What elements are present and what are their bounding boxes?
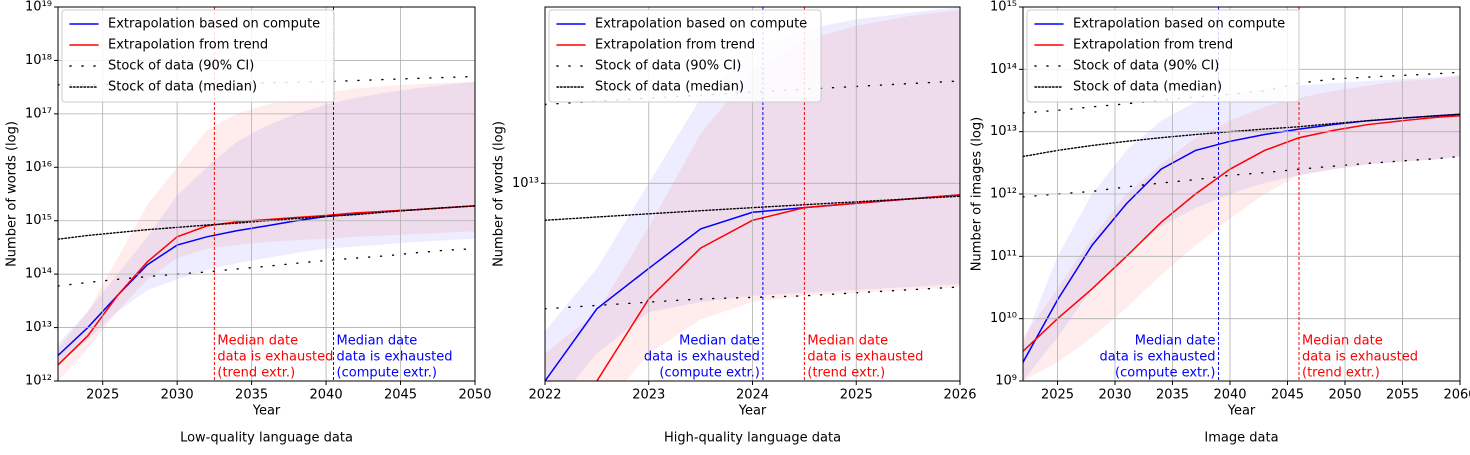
annotation-text: (trend extr.) — [1302, 366, 1380, 381]
annotation-text: Median date — [679, 334, 760, 349]
x-tick-label: 2025 — [840, 388, 873, 403]
x-tick-label: 2040 — [1213, 388, 1246, 403]
annotation-text: (compute extr.) — [1115, 366, 1215, 381]
y-tick-label: 10¹² — [990, 187, 1017, 202]
legend-box — [548, 9, 822, 103]
plot-frame — [1022, 6, 1461, 382]
y-tick-label: 10¹⁰ — [990, 311, 1017, 326]
annotation-text: (trend extr.) — [807, 366, 885, 381]
y-tick-label: 10¹³ — [990, 124, 1017, 139]
series-line — [58, 205, 475, 366]
x-tick-label: 2050 — [1328, 388, 1361, 403]
y-axis-label: Number of words (log) — [492, 121, 507, 267]
legend-label: Stock of data (median) — [595, 80, 744, 95]
annotation-text: Median date — [807, 334, 888, 349]
y-tick-label: 10¹⁴ — [25, 267, 52, 282]
plot-frame — [544, 6, 961, 382]
y-tick-label: 10¹² — [25, 374, 52, 389]
annotation-text: (trend extr.) — [217, 366, 295, 381]
legend-label: Extrapolation from trend — [108, 38, 268, 53]
annotation-text: data is exhausted — [807, 350, 923, 365]
y-tick-label: 10¹⁴ — [990, 62, 1017, 77]
annotation-text: Median date — [337, 334, 418, 349]
annotation-text: Median date — [1302, 334, 1383, 349]
chart-title: Low-quality language data — [180, 431, 353, 446]
legend-label: Extrapolation from trend — [595, 38, 755, 53]
x-axis-label: Year — [1227, 404, 1256, 419]
annotation-text: (compute extr.) — [659, 366, 759, 381]
confidence-band — [58, 81, 475, 365]
legend-label: Extrapolation based on compute — [595, 17, 807, 32]
annotation-text: data is exhausted — [1100, 350, 1216, 365]
x-tick-label: 2045 — [1271, 388, 1304, 403]
y-tick-label: 10¹¹ — [990, 249, 1017, 264]
legend-label: Extrapolation based on compute — [1073, 17, 1285, 32]
legend-label: Stock of data (90% CI) — [108, 59, 254, 74]
x-tick-label: 2045 — [384, 388, 417, 403]
plot-frame — [57, 6, 476, 382]
confidence-band — [58, 81, 475, 381]
annotation-text: data is exhausted — [337, 350, 453, 365]
confidence-band — [1023, 75, 1460, 381]
x-tick-label: 2025 — [86, 388, 119, 403]
chart: 2025 2030 2035 2040 2045 2050 10¹² 10¹³ 10¹⁴ 10¹⁵… — [5, 0, 492, 446]
legend-box — [61, 9, 335, 103]
legend-label: Stock of data (median) — [1073, 80, 1222, 95]
plot-area — [1023, 71, 1460, 381]
y-tick-label: 10¹³ — [512, 176, 539, 191]
annotation-text: (compute extr.) — [337, 366, 437, 381]
y-tick-label: 10⁹ — [995, 374, 1017, 389]
series-line — [1023, 113, 1460, 158]
x-tick-label: 2035 — [235, 388, 268, 403]
y-tick-label: 10¹⁶ — [25, 160, 52, 175]
x-tick-label: 2022 — [528, 388, 561, 403]
x-tick-label: 2023 — [632, 388, 665, 403]
legend-label: Stock of data (90% CI) — [595, 59, 741, 74]
x-tick-label: 2030 — [1098, 388, 1131, 403]
legend-label: Stock of data (90% CI) — [1073, 59, 1219, 74]
y-axis-label: Number of images (log) — [970, 117, 985, 271]
y-tick-label: 10¹⁷ — [25, 106, 52, 121]
x-tick-label: 2035 — [1156, 388, 1189, 403]
y-tick-label: 10¹⁹ — [25, 0, 52, 15]
x-tick-label: 2050 — [458, 388, 491, 403]
x-tick-label: 2055 — [1386, 388, 1419, 403]
legend-box — [1026, 9, 1300, 103]
chart: 2025 2030 2035 2040 2045 2050 2055 2060 10⁹ 10¹⁰ 1… — [970, 0, 1470, 446]
x-tick-label: 2060 — [1443, 388, 1470, 403]
x-tick-label: 2026 — [943, 388, 976, 403]
legend-label: Extrapolation from trend — [1073, 38, 1233, 53]
x-tick-label: 2024 — [736, 388, 769, 403]
x-tick-label: 2025 — [1041, 388, 1074, 403]
confidence-band — [1023, 75, 1460, 381]
chart-title: High-quality language data — [664, 431, 841, 446]
y-tick-label: 10¹⁵ — [25, 213, 52, 228]
legend-label: Stock of data (median) — [108, 80, 257, 95]
legend-label: Extrapolation based on compute — [108, 17, 320, 32]
ci-lower-line — [58, 247, 475, 287]
annotation-text: data is exhausted — [1302, 350, 1418, 365]
annotation-text: Median date — [217, 334, 298, 349]
y-tick-label: 10¹⁵ — [990, 0, 1017, 15]
annotation-text: Median date — [1135, 334, 1216, 349]
x-axis-label: Year — [252, 404, 281, 419]
y-tick-label: 10¹³ — [25, 320, 52, 335]
annotation-text: data is exhausted — [644, 350, 760, 365]
y-axis-label: Number of words (log) — [5, 121, 20, 267]
x-tick-label: 2040 — [310, 388, 343, 403]
series-line — [1023, 115, 1460, 353]
ci-upper-line — [58, 75, 475, 86]
x-axis-label: Year — [738, 404, 767, 419]
annotation-text: data is exhausted — [217, 350, 333, 365]
y-tick-label: 10¹⁸ — [25, 53, 52, 68]
x-tick-label: 2030 — [161, 388, 194, 403]
chart-title: Image data — [1204, 431, 1278, 446]
